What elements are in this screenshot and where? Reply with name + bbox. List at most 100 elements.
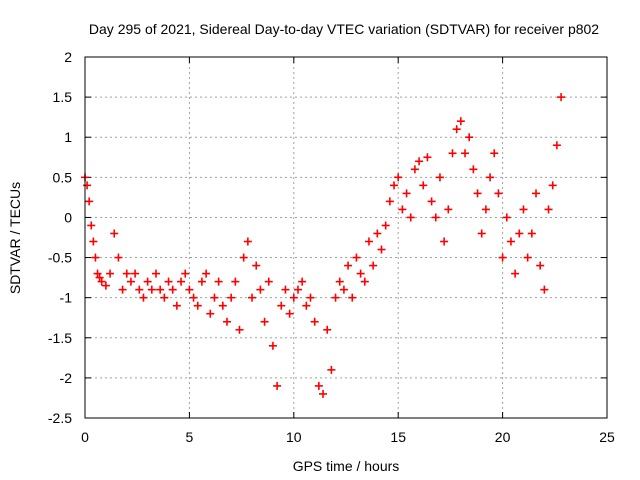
- data-point: [364, 237, 373, 246]
- data-point: [557, 93, 566, 102]
- chart-title: Day 295 of 2021, Sidereal Day-to-day VTE…: [89, 21, 599, 37]
- y-tick-label: -2: [60, 370, 73, 386]
- data-point: [473, 189, 482, 198]
- data-point: [235, 325, 244, 334]
- data-point: [206, 309, 215, 318]
- data-point: [248, 293, 257, 302]
- data-point: [406, 213, 415, 222]
- data-point: [151, 269, 160, 278]
- data-point: [239, 253, 248, 262]
- y-tick-label: 0: [64, 209, 72, 225]
- data-point: [402, 189, 411, 198]
- data-point: [281, 285, 290, 294]
- data-point: [327, 365, 336, 374]
- data-point: [415, 157, 424, 166]
- data-point: [435, 173, 444, 182]
- data-point: [540, 285, 549, 294]
- data-point: [227, 293, 236, 302]
- data-point: [168, 285, 177, 294]
- data-point: [469, 165, 478, 174]
- data-point: [197, 277, 206, 286]
- data-point: [410, 165, 419, 174]
- data-point: [126, 277, 135, 286]
- data-point: [110, 229, 119, 238]
- data-point: [93, 269, 102, 278]
- data-point: [494, 189, 503, 198]
- data-point: [264, 277, 273, 286]
- data-point: [427, 197, 436, 206]
- data-point: [218, 301, 227, 310]
- data-point: [273, 381, 282, 390]
- data-point: [419, 181, 428, 190]
- data-point: [83, 181, 92, 190]
- data-point: [360, 277, 369, 286]
- data-point: [515, 229, 524, 238]
- data-point: [302, 301, 311, 310]
- data-point: [268, 341, 277, 350]
- data-point: [147, 285, 156, 294]
- x-tick-label: 20: [495, 429, 511, 445]
- data-point: [143, 277, 152, 286]
- data-point: [189, 293, 198, 302]
- data-point: [135, 285, 144, 294]
- data-point: [89, 237, 98, 246]
- data-point: [506, 237, 515, 246]
- data-point: [527, 229, 536, 238]
- data-point: [498, 253, 507, 262]
- data-point: [502, 213, 511, 222]
- data-point: [243, 237, 252, 246]
- data-point: [511, 269, 520, 278]
- data-point: [536, 261, 545, 270]
- data-point: [260, 317, 269, 326]
- x-tick-label: 25: [599, 429, 615, 445]
- data-point: [122, 269, 131, 278]
- data-point: [532, 189, 541, 198]
- data-point: [193, 301, 202, 310]
- data-point: [91, 253, 100, 262]
- plot-frame: [84, 56, 608, 419]
- data-point: [222, 317, 231, 326]
- data-point: [314, 381, 323, 390]
- data-point: [481, 205, 490, 214]
- data-point: [552, 141, 561, 150]
- data-point: [139, 293, 148, 302]
- data-point: [423, 153, 432, 162]
- data-point: [369, 261, 378, 270]
- data-point: [95, 273, 104, 282]
- data-point: [256, 285, 265, 294]
- data-point: [331, 293, 340, 302]
- data-point: [298, 277, 307, 286]
- data-point: [519, 205, 528, 214]
- data-point: [352, 253, 361, 262]
- data-point: [456, 117, 465, 126]
- tick-layer: 0 5 10 15 20 25 -2.5 -2 -1.5 -1 -0.5 0 0.5 1 1.5 2: [48, 49, 615, 445]
- y-tick-label: 0.5: [53, 169, 73, 185]
- x-tick-label: 5: [186, 429, 194, 445]
- data-point: [486, 173, 495, 182]
- data-point: [210, 293, 219, 302]
- data-points: [81, 93, 566, 398]
- grid-layer: [85, 57, 607, 418]
- data-point: [548, 181, 557, 190]
- data-point: [177, 277, 186, 286]
- data-point: [181, 269, 190, 278]
- y-tick-label: -2.5: [48, 410, 72, 426]
- data-point: [339, 285, 348, 294]
- data-point: [523, 253, 532, 262]
- data-point: [285, 309, 294, 318]
- data-point: [277, 301, 286, 310]
- data-point: [348, 293, 357, 302]
- data-point: [440, 237, 449, 246]
- data-point: [465, 133, 474, 142]
- data-point: [289, 293, 298, 302]
- x-tick-label: 15: [390, 429, 406, 445]
- data-point: [344, 261, 353, 270]
- data-point: [156, 285, 165, 294]
- y-axis-label: SDTVAR / TECUs: [7, 182, 23, 294]
- data-point: [377, 245, 386, 254]
- data-point: [461, 149, 470, 158]
- data-point: [160, 293, 169, 302]
- data-point: [394, 173, 403, 182]
